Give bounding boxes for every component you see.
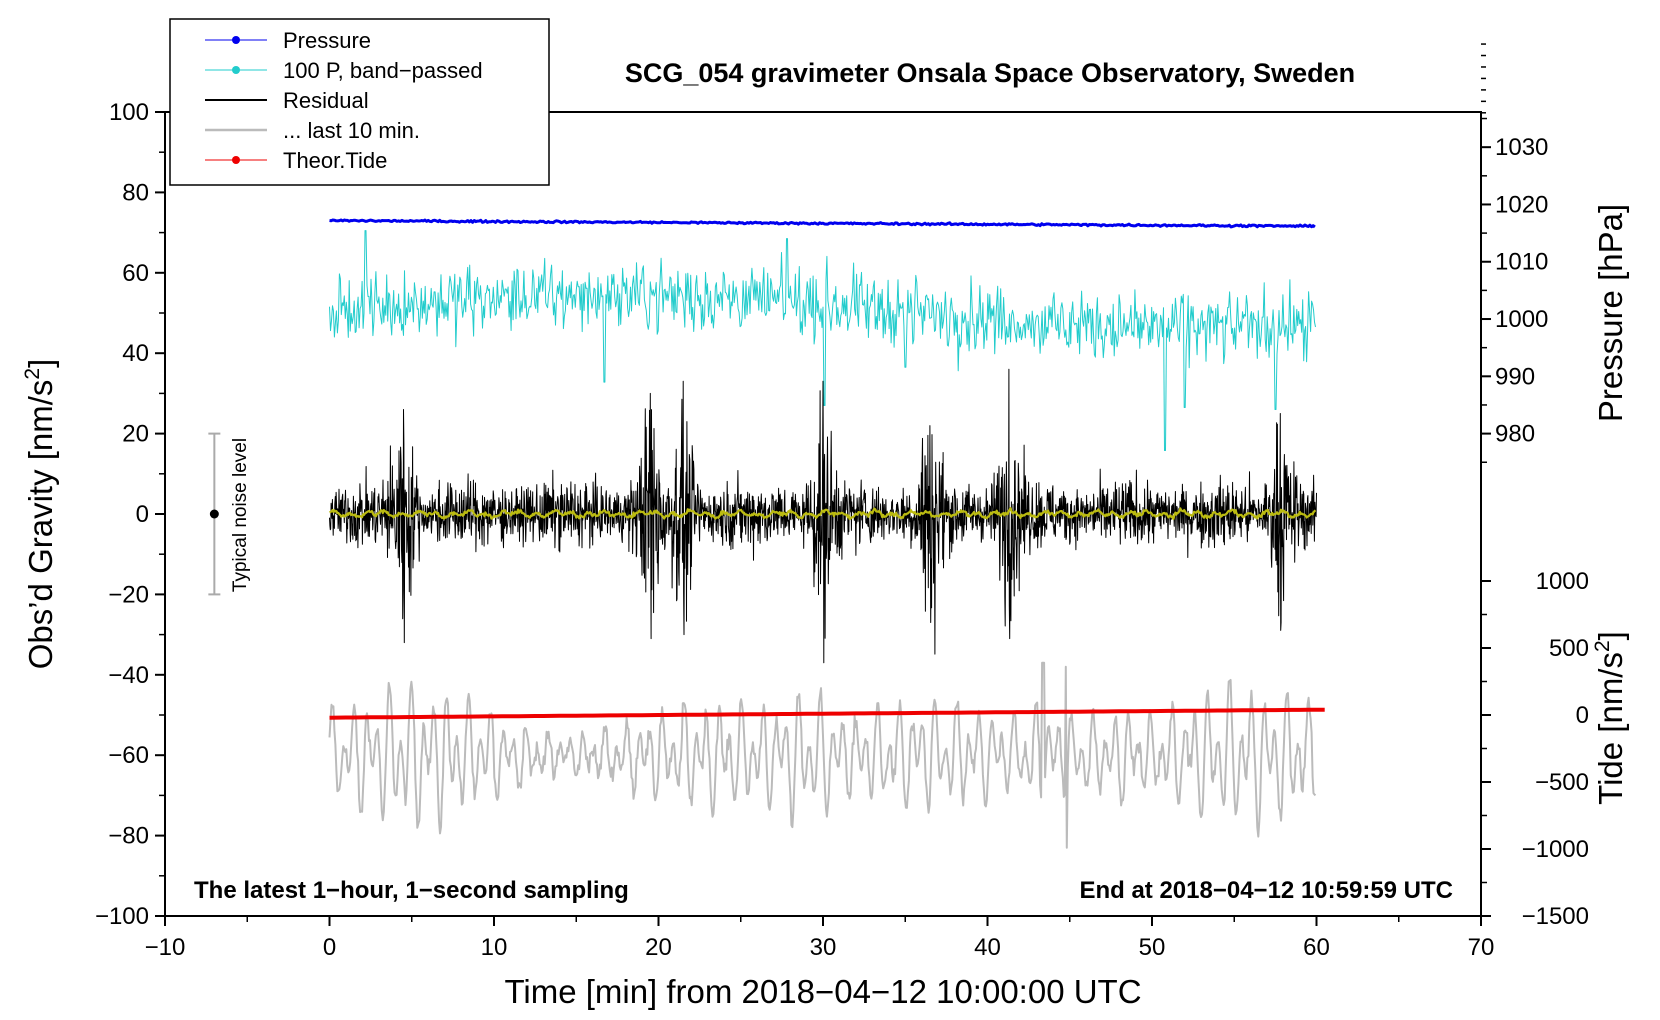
tide-tick-label: −1000 (1522, 836, 1589, 863)
legend-entry: Pressure (205, 28, 371, 53)
legend-swatch-marker (232, 66, 240, 74)
tide-tick-label: 0 (1576, 702, 1589, 729)
y-tick-label: −100 (95, 903, 149, 930)
pressure-tick-label: 1030 (1495, 134, 1548, 161)
series-pressure-bandpassed (329, 230, 1316, 451)
y-axis-pressure: 980 990 1000 1010 1020 1030 (1481, 43, 1548, 463)
pressure-tick-label: 1010 (1495, 249, 1548, 276)
tide-tick-label: 500 (1549, 635, 1589, 662)
legend-swatch-marker (232, 156, 240, 164)
y-axis-left: −100 −80 −60 −40 −20 0 20 40 60 80 100 (95, 99, 165, 930)
x-tick-label: 60 (1303, 934, 1330, 961)
legend-items: Pressure 100 P, band−passed Residual ... la… (205, 28, 483, 173)
y-tick-label: −60 (108, 742, 149, 769)
series-pressure (329, 218, 1316, 229)
y-axis-tide-title: Tide [nm/s2] (1591, 631, 1629, 805)
y-tick-label: 80 (122, 179, 149, 206)
chart-title: SCG_054 gravimeter Onsala Space Observat… (625, 58, 1355, 88)
y-axis-tide: −1500 −1000 −500 0 500 1000 (1481, 568, 1589, 930)
series-residual (329, 368, 1317, 664)
legend-swatch-marker (232, 36, 240, 44)
x-tick-label: 20 (645, 934, 672, 961)
series-residual-smoothed (329, 507, 1317, 521)
y-tick-label: 60 (122, 260, 149, 287)
y-axis-tide-title-sup: 2 (1591, 640, 1614, 652)
pressure-tick-label: 980 (1495, 421, 1535, 448)
legend-entry: ... last 10 min. (205, 118, 420, 143)
noise-level-label: Typical noise level (230, 438, 251, 592)
y-tick-label: 0 (136, 501, 149, 528)
x-tick-label: 10 (481, 934, 508, 961)
y-axis-left-title-main: Obs’d Gravity [nm/s (22, 380, 59, 670)
tide-tick-label: 1000 (1536, 568, 1589, 595)
legend-label: Theor.Tide (283, 148, 387, 173)
legend-label: 100 P, band−passed (283, 58, 483, 83)
legend-label: ... last 10 min. (283, 118, 420, 143)
x-tick-label: 70 (1468, 934, 1495, 961)
pressure-tick-label: 1000 (1495, 306, 1548, 333)
y-tick-label: 40 (122, 340, 149, 367)
series-layer (328, 218, 1325, 849)
x-tick-label: 40 (974, 934, 1001, 961)
noise-bar-center-dot (209, 509, 219, 519)
y-axis-pressure-title: Pressure [hPa] (1592, 204, 1629, 422)
x-tick-label: 30 (810, 934, 837, 961)
tide-tick-label: −1500 (1522, 903, 1589, 930)
y-axis-tide-title-end: ] (1592, 631, 1629, 640)
legend-label: Residual (283, 88, 369, 113)
series-last-10-min (328, 661, 1317, 849)
y-tick-label: −80 (108, 823, 149, 850)
legend-entry: 100 P, band−passed (205, 58, 483, 83)
pressure-tick-label: 990 (1495, 363, 1535, 390)
legend-entry: Residual (205, 88, 369, 113)
y-tick-label: 100 (109, 99, 149, 126)
y-tick-label: −40 (108, 662, 149, 689)
sampling-note: The latest 1−hour, 1−second sampling (194, 877, 629, 904)
y-axis-left-title-sup: 2 (21, 368, 44, 380)
end-time-note: End at 2018−04−12 10:59:59 UTC (1079, 877, 1453, 904)
y-axis-left-title-end: ] (22, 359, 59, 368)
y-tick-label: −20 (108, 581, 149, 608)
x-tick-label: 50 (1139, 934, 1166, 961)
pressure-tick-label: 1020 (1495, 191, 1548, 218)
x-tick-label: 0 (323, 934, 336, 961)
y-axis-tide-title-main: Tide [nm/s (1592, 652, 1629, 805)
legend-label: Pressure (283, 28, 371, 53)
series-theoretical-tide (329, 707, 1325, 720)
legend: Pressure 100 P, band−passed Residual ... la… (169, 18, 550, 186)
tide-tick-label: −500 (1535, 769, 1589, 796)
noise-level-indicator (208, 432, 221, 596)
y-axis-left-title: Obs’d Gravity [nm/s2] (21, 359, 59, 670)
y-tick-label: 20 (122, 421, 149, 448)
x-axis-title: Time [min] from 2018−04−12 10:00:00 UTC (504, 973, 1141, 1010)
x-axis: −10 0 10 20 30 40 50 60 70 (145, 916, 1495, 961)
legend-entry: Theor.Tide (205, 148, 387, 173)
x-tick-label: −10 (145, 934, 186, 961)
